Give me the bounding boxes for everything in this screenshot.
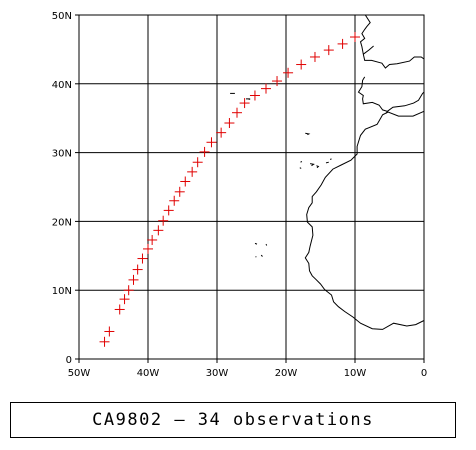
y-tick-label: 40N	[52, 80, 72, 91]
island	[254, 242, 258, 245]
observation-marker	[143, 243, 153, 254]
observation-marker	[232, 107, 243, 118]
axis-ticks: 50W 40W 30W 20W 10W 0 0 10N 20N 30N 40N 50N	[52, 11, 427, 379]
coastline	[304, 110, 425, 330]
observation-marker	[153, 225, 164, 236]
observation-marker	[104, 326, 115, 337]
observation-marker	[132, 264, 143, 275]
observation-marker	[114, 304, 125, 315]
y-tick-label: 0	[66, 355, 72, 366]
observation-marker	[180, 176, 191, 187]
x-tick-label: 40W	[137, 368, 160, 379]
observation-marker	[192, 157, 203, 168]
caption-box: CA9802 – 34 observations	[10, 402, 456, 438]
observation-marker	[137, 253, 148, 264]
island	[329, 158, 332, 160]
observation-marker	[169, 195, 180, 206]
island	[310, 163, 315, 167]
observation-marker	[272, 76, 283, 87]
observation-marker	[174, 186, 185, 197]
gridlines	[78, 14, 425, 360]
x-tick-label: 20W	[275, 368, 298, 379]
observation-marker	[337, 38, 348, 49]
island	[305, 132, 311, 136]
y-tick-label: 10N	[52, 286, 72, 297]
island	[316, 165, 320, 169]
observation-marker	[323, 45, 334, 56]
observation-marker	[99, 336, 110, 347]
coastline	[363, 45, 374, 55]
observation-markers	[99, 32, 360, 347]
island	[246, 98, 251, 101]
map-plot: 50W 40W 30W 20W 10W 0 0 10N 20N 30N 40N 50N	[52, 11, 427, 379]
observation-marker	[239, 98, 250, 109]
island	[265, 243, 268, 246]
island	[299, 167, 302, 169]
map-frame	[78, 14, 425, 360]
observation-marker	[163, 205, 174, 216]
coastline	[357, 76, 425, 112]
observation-marker	[283, 67, 294, 78]
island	[255, 256, 257, 258]
observation-marker	[128, 274, 139, 285]
coastline	[359, 14, 425, 69]
island	[325, 161, 329, 164]
observation-marker	[224, 118, 235, 129]
y-tick-label: 30N	[52, 149, 72, 160]
observation-marker	[158, 215, 169, 226]
observation-marker	[119, 294, 130, 305]
observation-marker	[296, 59, 307, 70]
observation-marker	[260, 83, 271, 94]
observation-marker	[199, 146, 210, 157]
observation-marker	[187, 166, 198, 177]
x-tick-label: 0	[421, 368, 427, 379]
observation-marker	[147, 234, 158, 245]
caption-text: CA9802 – 34 observations	[92, 410, 374, 430]
x-tick-label: 50W	[68, 368, 91, 379]
observation-marker	[206, 137, 217, 148]
coastline	[385, 111, 388, 114]
observation-marker	[249, 90, 260, 101]
observation-marker	[309, 51, 320, 62]
observation-marker	[350, 32, 360, 43]
y-tick-label: 20N	[52, 217, 72, 228]
island	[260, 254, 263, 257]
y-tick-label: 50N	[52, 11, 72, 22]
x-tick-label: 10W	[344, 368, 367, 379]
x-tick-label: 30W	[206, 368, 229, 379]
island	[300, 161, 303, 163]
coastlines	[230, 14, 425, 330]
observation-marker	[123, 285, 134, 296]
observation-marker	[216, 127, 227, 138]
